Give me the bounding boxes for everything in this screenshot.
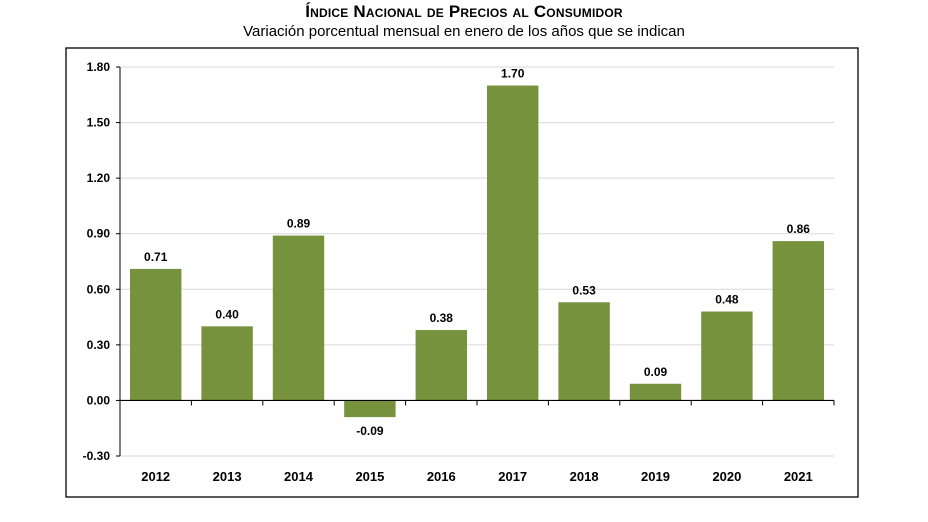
x-axis-ticks: 2012 2013 2014 2015 2016 2017 2018 2019 2020 2021: [141, 469, 813, 484]
data-label-2012: 0.71: [144, 250, 168, 264]
y-tick-label: 1.20: [87, 171, 111, 185]
data-label-2014: 0.89: [287, 217, 311, 231]
data-label-2016: 0.38: [430, 311, 454, 325]
bar-2013: [201, 326, 253, 401]
bar-2020: [701, 311, 753, 401]
x-tick-label-2021: 2021: [784, 469, 813, 484]
data-label-2019: 0.09: [644, 365, 668, 379]
data-labels: 0.71 0.40 0.89 -0.09 0.38 1.70 0.53 0.09 0.48 0.8…: [144, 67, 810, 439]
bar-2016: [415, 330, 468, 401]
y-tick-label: 0.60: [87, 282, 111, 296]
x-tick-label-2013: 2013: [213, 469, 242, 484]
y-tick-label: 0.00: [87, 393, 111, 407]
y-axis-ticks: 1.80 1.50 1.20 0.90 0.60 0.30 0.00 -0.30: [83, 60, 120, 463]
y-tick-label: 0.90: [87, 227, 111, 241]
x-tick-label-2017: 2017: [498, 469, 527, 484]
chart-title: Índice Nacional de Precios al Consumidor: [305, 2, 623, 21]
bar-2015: [344, 400, 396, 418]
bar-2017: [486, 85, 539, 401]
x-tick-label-2016: 2016: [427, 469, 456, 484]
x-tick-label-2014: 2014: [284, 469, 314, 484]
data-label-2021: 0.86: [787, 222, 811, 236]
data-label-2015: -0.09: [356, 424, 384, 438]
x-tick-label-2019: 2019: [641, 469, 670, 484]
y-tick-label: -0.30: [83, 449, 111, 463]
y-tick-label: 1.50: [87, 116, 111, 130]
data-label-2018: 0.53: [572, 283, 596, 297]
bar-2019: [629, 383, 682, 401]
bar-2021: [772, 241, 825, 401]
chart-subtitle: Variación porcentual mensual en enero de…: [243, 23, 685, 40]
data-label-2013: 0.40: [215, 307, 239, 321]
axes: [119, 67, 835, 456]
data-label-2020: 0.48: [715, 293, 739, 307]
x-tick-label-2015: 2015: [355, 469, 384, 484]
data-label-2017: 1.70: [501, 67, 525, 81]
x-tick-label-2020: 2020: [712, 469, 741, 484]
bars: [129, 85, 825, 418]
chart-frame: [65, 47, 859, 498]
x-tick-label-2018: 2018: [570, 469, 599, 484]
bar-2018: [558, 302, 610, 401]
bar-2012: [129, 268, 182, 401]
x-tick-label-2012: 2012: [141, 469, 170, 484]
bar-2014: [272, 235, 325, 401]
y-tick-label: 0.30: [87, 338, 111, 352]
y-tick-label: 1.80: [87, 60, 111, 74]
